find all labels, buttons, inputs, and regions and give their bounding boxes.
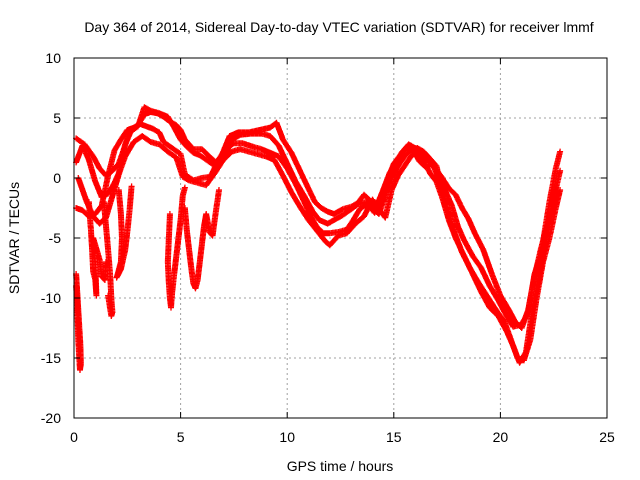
plus-markers: [85, 199, 109, 299]
y-tick-label: -20: [41, 410, 61, 426]
data-series: [73, 104, 564, 373]
x-tick-label: 10: [279, 429, 295, 445]
plus-markers: [113, 183, 135, 281]
y-tick-label: 0: [53, 170, 61, 186]
x-axis-label: GPS time / hours: [287, 458, 394, 474]
x-tick-label: 20: [493, 429, 509, 445]
y-tick-label: -15: [41, 350, 61, 366]
grid: [74, 58, 607, 418]
y-tick-label: -10: [41, 290, 61, 306]
series-drop-a: [73, 271, 84, 373]
ticks: 0 5 10 15 20 25 -20 -15 -10 -5 0 5 10: [41, 50, 615, 445]
chart-title: Day 364 of 2014, Sidereal Day-to-day VTE…: [84, 19, 593, 35]
x-tick-label: 25: [599, 429, 615, 445]
x-tick-label: 15: [386, 429, 402, 445]
x-tick-label: 5: [177, 429, 185, 445]
plus-markers: [100, 199, 116, 319]
plus-markers: [73, 271, 84, 373]
series-drop-e: [164, 184, 188, 311]
y-tick-label: 10: [45, 50, 61, 66]
plus-markers: [181, 187, 222, 292]
plus-markers: [164, 184, 188, 311]
series-drop-f: [181, 187, 222, 292]
series-drop-b: [85, 199, 109, 299]
y-tick-label: -5: [49, 230, 62, 246]
series-drop-c: [100, 199, 116, 319]
y-tick-label: 5: [53, 110, 61, 126]
y-axis-label: SDTVAR / TECUs: [6, 182, 22, 294]
x-tick-label: 0: [70, 429, 78, 445]
series-drop-d: [113, 183, 135, 281]
